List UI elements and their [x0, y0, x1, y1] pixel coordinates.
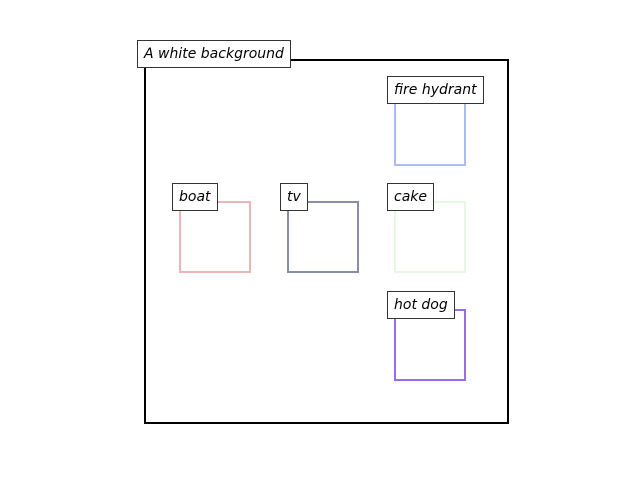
hot-dog-label: hot dog [387, 291, 455, 319]
scene-frame [144, 59, 509, 424]
fire-hydrant-box [394, 94, 466, 166]
scene-caption: A white background [137, 40, 291, 68]
hot-dog-box [394, 309, 466, 381]
cake-box [394, 201, 466, 273]
boat-box [179, 201, 251, 273]
cake-label: cake [387, 183, 434, 211]
tv-box [287, 201, 359, 273]
fire-hydrant-label: fire hydrant [387, 76, 484, 104]
tv-label: tv [280, 183, 308, 211]
boat-label: boat [172, 183, 218, 211]
